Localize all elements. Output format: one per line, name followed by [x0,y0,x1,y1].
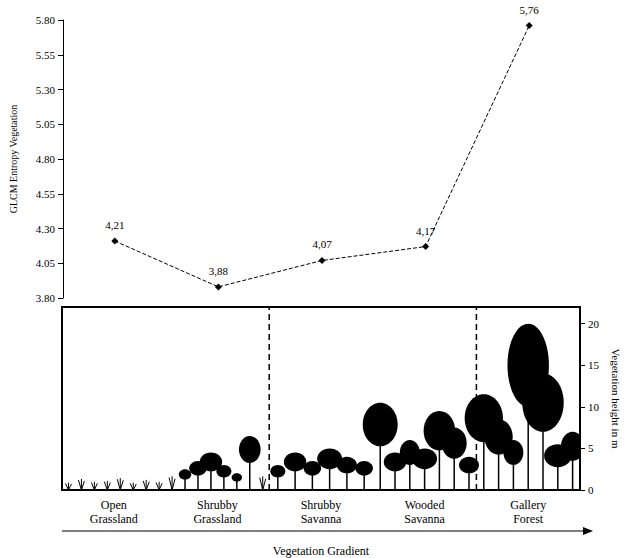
svg-text:Open: Open [101,498,127,512]
svg-text:5,76: 5,76 [520,4,540,16]
svg-text:10: 10 [588,401,600,413]
svg-text:Shrubby: Shrubby [197,498,238,512]
svg-text:Wooded: Wooded [405,498,445,512]
svg-text:5.30: 5.30 [36,84,56,96]
svg-text:3,88: 3,88 [209,265,229,277]
svg-text:Savanna: Savanna [301,512,342,526]
svg-text:Shrubby: Shrubby [301,498,342,512]
svg-text:15: 15 [588,359,600,371]
svg-text:4.30: 4.30 [36,223,56,235]
svg-text:0: 0 [588,484,594,496]
svg-text:4.05: 4.05 [36,257,56,269]
svg-text:4.55: 4.55 [36,188,56,200]
svg-text:Grassland: Grassland [90,512,138,526]
svg-text:Vegetation Gradient: Vegetation Gradient [273,544,370,558]
svg-text:20: 20 [588,318,600,330]
svg-text:3.80: 3.80 [36,292,56,304]
svg-text:Grassland: Grassland [193,512,241,526]
svg-text:5: 5 [588,442,594,454]
svg-text:5.80: 5.80 [36,14,56,26]
svg-text:5.05: 5.05 [36,118,56,130]
svg-text:Forest: Forest [513,512,544,526]
svg-text:Savanna: Savanna [404,512,445,526]
svg-text:Vegetation height in m: Vegetation height in m [610,349,622,449]
svg-text:Gallery: Gallery [510,498,546,512]
svg-text:4.80: 4.80 [36,153,56,165]
svg-text:5.55: 5.55 [36,49,56,61]
svg-text:GLCM Entropy Vegetation: GLCM Entropy Vegetation [8,105,19,214]
svg-text:4,07: 4,07 [312,238,332,250]
svg-text:4,21: 4,21 [105,219,124,231]
svg-text:4,17: 4,17 [416,225,436,237]
